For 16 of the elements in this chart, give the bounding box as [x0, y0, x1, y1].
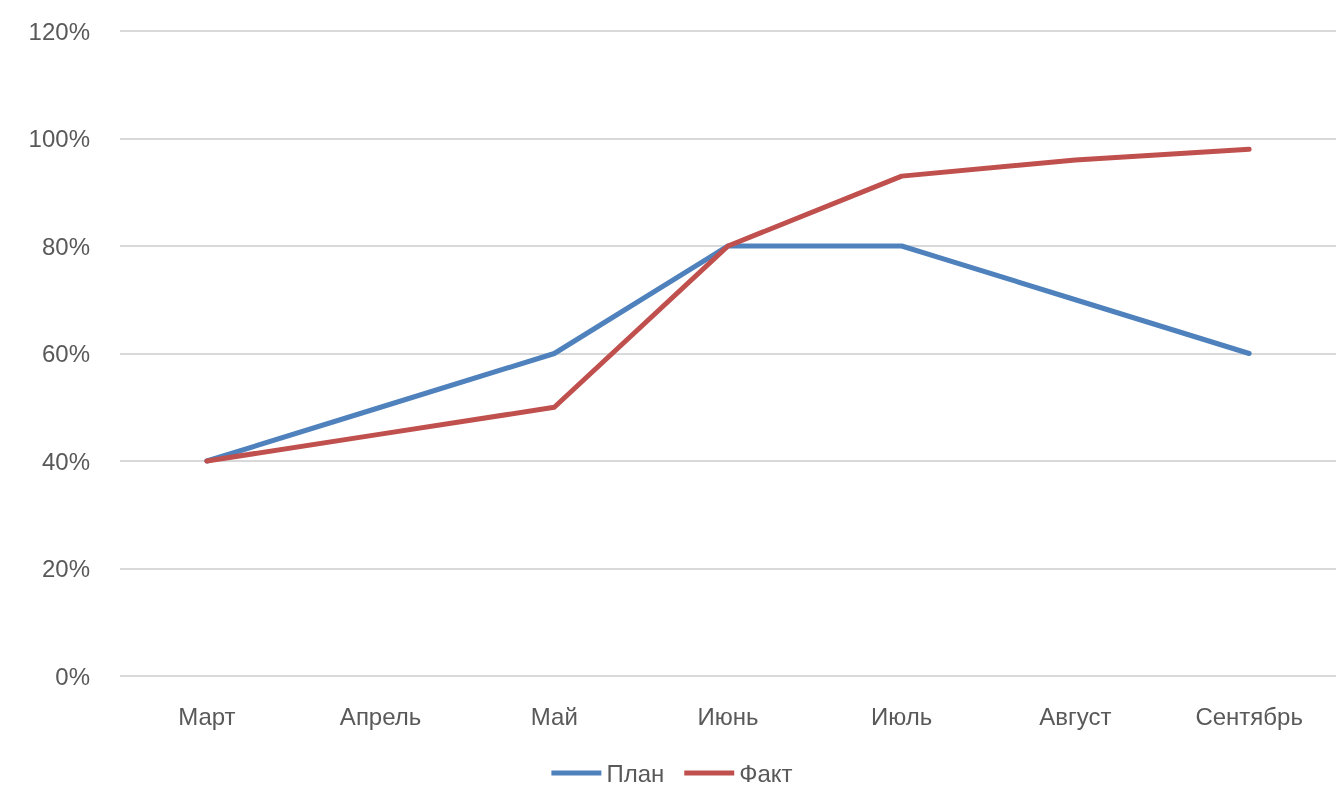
x-tick-label: Апрель: [339, 702, 422, 730]
x-tick-label: Сентябрь: [1195, 702, 1303, 730]
y-tick-label: 40%: [41, 447, 90, 475]
x-tick-label: Июль: [871, 702, 933, 730]
legend-label: План: [606, 759, 665, 787]
y-tick-label: 120%: [28, 17, 90, 45]
y-tick-label: 100%: [28, 125, 90, 152]
legend-label: Факт: [739, 759, 793, 787]
x-tick-label: Июнь: [697, 702, 759, 730]
x-tick-label: Август: [1039, 702, 1112, 730]
y-tick-label: 20%: [41, 555, 90, 582]
x-tick-label: Март: [178, 702, 236, 730]
x-tick-label: Май: [530, 702, 578, 730]
y-tick-label: 60%: [41, 340, 90, 367]
y-tick-label: 80%: [41, 232, 90, 260]
y-tick-label: 0%: [55, 662, 90, 690]
